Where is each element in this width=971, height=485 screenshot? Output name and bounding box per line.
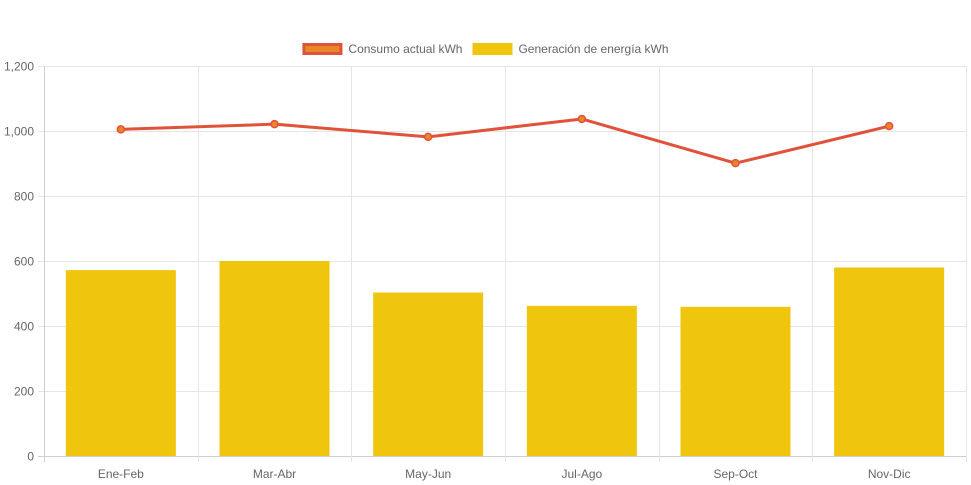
point-consumo[interactable] xyxy=(116,125,126,134)
bar-generacion[interactable] xyxy=(680,306,791,456)
legend: Consumo actual kWh Generación de energía … xyxy=(302,42,669,56)
x-tick-label: May-Jun xyxy=(405,467,451,481)
legend-item-consumo[interactable]: Consumo actual kWh xyxy=(302,42,463,56)
line-consumo xyxy=(120,117,890,165)
point-consumo[interactable] xyxy=(270,119,279,129)
legend-item-generacion[interactable]: Generación de energía kWh xyxy=(472,42,669,56)
x-tick-label: Ene-Feb xyxy=(98,467,144,481)
y-tick-label: 800 xyxy=(14,190,34,204)
axes: 0 200 400 600 800 1,000 1,200 Ene-Feb Mar-Abr May… xyxy=(4,60,911,482)
legend-swatch-generacion xyxy=(472,43,513,55)
bar-series-generacion xyxy=(65,261,945,457)
y-tick-label: 200 xyxy=(14,385,34,399)
line-series-consumo xyxy=(116,114,894,168)
legend-swatch-consumo xyxy=(302,43,343,55)
bar-generacion[interactable] xyxy=(219,261,330,456)
legend-label: Consumo actual kWh xyxy=(348,42,462,56)
x-tick-label: Nov-Dic xyxy=(868,467,911,481)
y-tick-label: 600 xyxy=(14,255,34,269)
y-tick-label: 0 xyxy=(27,450,34,464)
bar-generacion[interactable] xyxy=(526,305,637,456)
y-tick-label: 1,200 xyxy=(4,60,34,74)
x-tick-label: Jul-Ago xyxy=(561,467,602,481)
point-consumo[interactable] xyxy=(731,158,740,168)
x-tick-label: Mar-Abr xyxy=(253,467,296,481)
point-consumo[interactable] xyxy=(423,132,433,142)
point-consumo[interactable] xyxy=(577,114,587,124)
legend-label: Generación de energía kWh xyxy=(518,42,668,56)
grid-lines xyxy=(38,66,967,462)
bar-generacion[interactable] xyxy=(65,270,176,456)
bar-generacion[interactable] xyxy=(834,267,945,457)
y-tick-label: 400 xyxy=(14,320,34,334)
point-consumo[interactable] xyxy=(884,121,894,131)
y-tick-label: 1,000 xyxy=(4,125,34,139)
x-tick-label: Sep-Oct xyxy=(713,467,758,481)
bar-generacion[interactable] xyxy=(373,292,484,456)
